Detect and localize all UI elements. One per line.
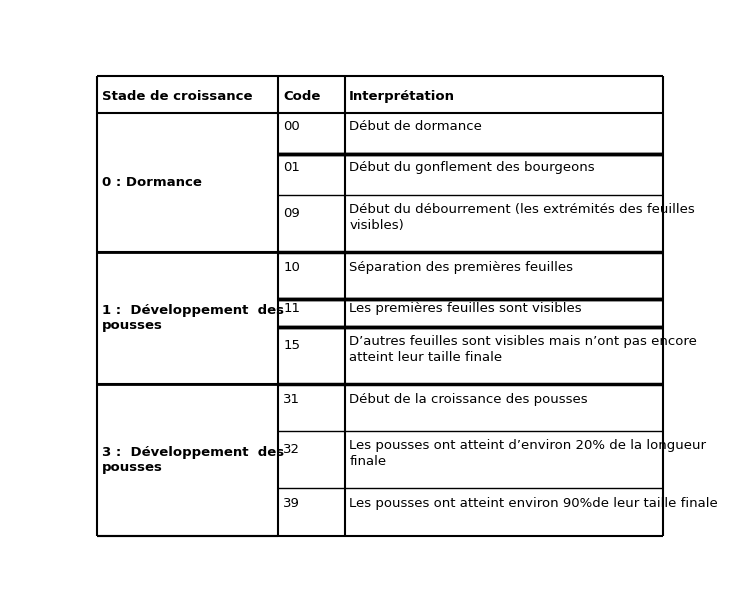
Text: Les pousses ont atteint environ 90%de leur taille finale: Les pousses ont atteint environ 90%de le…: [349, 497, 718, 510]
Text: 31: 31: [283, 393, 300, 406]
Text: Les pousses ont atteint d’environ 20% de la longueur: Les pousses ont atteint d’environ 20% de…: [349, 439, 706, 452]
Text: 09: 09: [283, 207, 300, 220]
Text: visibles): visibles): [349, 219, 404, 232]
Text: Code: Code: [283, 90, 321, 103]
Text: 39: 39: [283, 497, 300, 510]
Text: Début de la croissance des pousses: Début de la croissance des pousses: [349, 393, 588, 406]
Text: 1 :  Développement  des
pousses: 1 : Développement des pousses: [102, 304, 284, 332]
Text: 3 :  Développement  des
pousses: 3 : Développement des pousses: [102, 446, 284, 474]
Text: finale: finale: [349, 455, 387, 468]
Text: 32: 32: [283, 443, 300, 456]
Text: Séparation des premières feuilles: Séparation des premières feuilles: [349, 261, 574, 274]
Text: 10: 10: [283, 261, 300, 274]
Text: D’autres feuilles sont visibles mais n’ont pas encore: D’autres feuilles sont visibles mais n’o…: [349, 335, 697, 348]
Text: Début du gonflement des bourgeons: Début du gonflement des bourgeons: [349, 161, 595, 174]
Text: 00: 00: [283, 120, 300, 133]
Text: atteint leur taille finale: atteint leur taille finale: [349, 351, 502, 364]
Text: 15: 15: [283, 339, 300, 352]
Text: 11: 11: [283, 302, 300, 315]
Text: 0 : Dormance: 0 : Dormance: [102, 176, 202, 190]
Text: Début de dormance: Début de dormance: [349, 120, 482, 133]
Text: 01: 01: [283, 161, 300, 174]
Text: Interprétation: Interprétation: [349, 90, 456, 103]
Text: Les premières feuilles sont visibles: Les premières feuilles sont visibles: [349, 302, 582, 315]
Text: Début du débourrement (les extrémités des feuilles: Début du débourrement (les extrémités de…: [349, 203, 695, 216]
Text: Stade de croissance: Stade de croissance: [102, 90, 252, 103]
